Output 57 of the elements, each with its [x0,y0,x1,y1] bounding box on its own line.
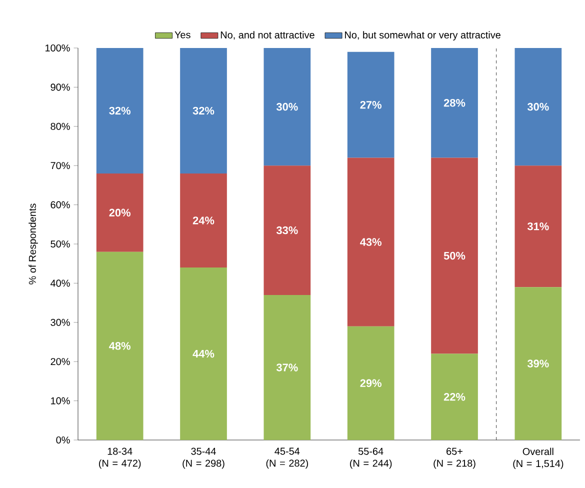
y-tick-label: 70% [50,162,70,170]
data-label: 22% [444,393,466,401]
x-tick-label: 45-54 (N = 282) [266,448,308,469]
data-label: 32% [192,106,214,115]
y-axis-title: % of Respondents [28,204,38,284]
bar [347,52,394,158]
bar [431,48,478,158]
x-tick-label: 18-34 (N = 472) [99,448,141,469]
bar [431,354,478,440]
data-label: 33% [276,226,298,234]
data-label: 44% [192,350,214,358]
bar [264,294,311,440]
bar [96,252,144,440]
y-tick-label: 90% [50,84,70,91]
x-tick-label: 55-64 (N = 244) [350,448,392,469]
y-tick-label: 0% [56,436,70,444]
legend-label: Yes [174,31,190,38]
y-tick-label: 50% [50,240,70,248]
bar [96,48,144,174]
y-tick-label: 60% [50,201,70,208]
data-label: 43% [360,238,382,246]
bar [180,268,227,440]
x-tick-label: Overall (N = 1,514) [513,448,564,470]
bar [514,287,562,440]
bar [347,326,394,440]
bar [180,173,227,268]
data-label: 32% [109,106,131,115]
data-label: 37% [276,364,298,372]
bar [431,158,478,354]
data-label: 27% [360,100,382,109]
bar [180,48,227,174]
data-label: 24% [192,216,214,224]
y-tick-label: 30% [50,318,70,326]
y-tick-label: 80% [50,122,70,130]
data-label: 50% [444,252,466,260]
y-tick-label: 10% [51,397,70,404]
bar [514,48,562,166]
bar [514,166,562,288]
x-tick-label: 65+ (N = 218) [434,448,476,469]
data-label: 31% [527,222,549,230]
data-label: 30% [527,102,549,111]
bar [96,173,144,252]
data-label: 48% [109,342,131,350]
bar [347,158,394,326]
data-label: 29% [360,379,382,388]
y-tick-label: 40% [50,280,70,287]
bar [264,166,311,295]
bar [264,48,311,166]
data-label: 39% [527,360,549,368]
y-tick-label: 100% [46,44,70,52]
data-label: 28% [444,99,466,107]
data-label: 20% [109,208,131,217]
x-tick-label: 35-44 (N = 298) [182,448,224,469]
legend-label: No, but somewhat or very attractive [345,31,500,40]
y-tick-label: 20% [50,358,70,366]
data-label: 30% [276,102,298,111]
legend-label: No, and not attractive [220,31,314,40]
